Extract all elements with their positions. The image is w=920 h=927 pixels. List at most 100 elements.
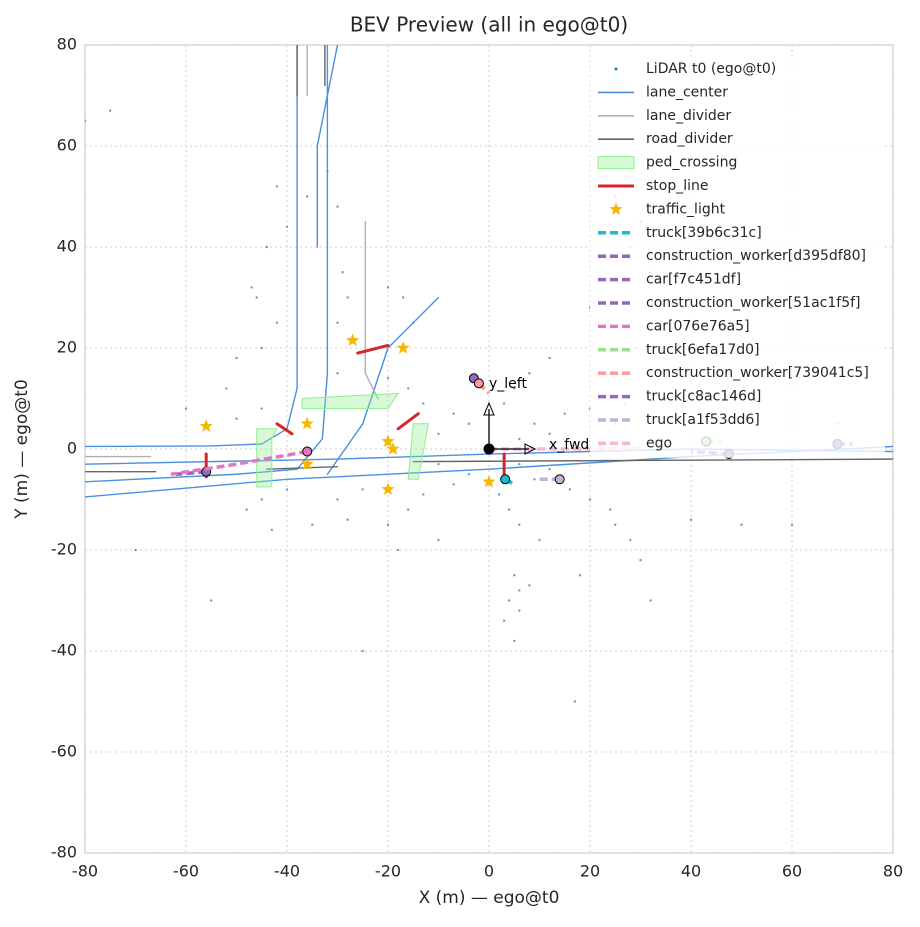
arrow-head bbox=[524, 443, 537, 455]
lidar-point bbox=[548, 468, 551, 471]
lidar-point bbox=[528, 372, 531, 375]
lidar-point bbox=[518, 437, 521, 441]
map-line bbox=[266, 465, 339, 470]
lidar-point bbox=[497, 493, 501, 496]
y-tick-label: 0 bbox=[67, 439, 77, 458]
lidar-point bbox=[245, 508, 248, 511]
y-tick-label: -60 bbox=[51, 742, 77, 761]
lidar-point bbox=[502, 619, 506, 622]
map-line bbox=[412, 458, 893, 463]
legend-marker bbox=[597, 156, 635, 170]
lidar-point bbox=[740, 523, 743, 526]
legend-box bbox=[590, 56, 885, 458]
lidar-point bbox=[502, 402, 506, 405]
lidar-point bbox=[210, 599, 213, 602]
lidar-point bbox=[386, 377, 390, 380]
x-tick-label: 60 bbox=[782, 862, 802, 881]
legend-label: truck[c8ac146d] bbox=[646, 389, 761, 405]
lidar-point bbox=[250, 286, 253, 289]
lidar-point bbox=[513, 639, 516, 643]
legend-label: ego bbox=[646, 435, 672, 451]
annotation: y_left bbox=[489, 376, 527, 392]
lidar-point bbox=[518, 523, 521, 526]
lidar-point bbox=[260, 346, 263, 350]
lidar-point bbox=[311, 523, 314, 526]
y-tick-label: 60 bbox=[57, 136, 77, 155]
map-line bbox=[396, 412, 420, 431]
y-tick-label: 40 bbox=[57, 237, 77, 256]
lidar-point bbox=[513, 574, 516, 577]
lidar-point bbox=[689, 518, 693, 521]
traffic-light bbox=[300, 457, 314, 470]
legend-label: truck[a1f53dd6] bbox=[646, 412, 760, 428]
x-tick-label: 40 bbox=[681, 862, 701, 881]
traffic-light bbox=[396, 341, 410, 354]
legend-label: construction_worker[d395df80] bbox=[646, 248, 866, 264]
agent-position bbox=[473, 378, 484, 389]
traffic-light bbox=[300, 416, 314, 430]
lidar-point bbox=[275, 321, 279, 324]
legend-label: construction_worker[51ac1f5f] bbox=[646, 295, 861, 311]
lidar-point bbox=[361, 649, 364, 653]
y-tick-label: 80 bbox=[57, 35, 77, 54]
legend-marker bbox=[609, 202, 623, 216]
lidar-point bbox=[452, 483, 455, 486]
lidar-point bbox=[518, 589, 521, 592]
traffic-light bbox=[482, 474, 496, 488]
lidar-point bbox=[407, 508, 410, 511]
lidar-point bbox=[109, 109, 112, 112]
legend-marker bbox=[614, 67, 618, 71]
map-line bbox=[316, 45, 339, 248]
lidar-point bbox=[614, 523, 617, 526]
lidar-point bbox=[341, 271, 344, 274]
lidar-point bbox=[533, 478, 536, 481]
y-tick-label: -80 bbox=[51, 843, 77, 862]
traffic-light bbox=[345, 333, 360, 347]
legend-label: LiDAR t0 (ego@t0) bbox=[646, 61, 776, 77]
x-tick-label: 0 bbox=[484, 862, 494, 881]
lidar-point bbox=[285, 225, 289, 228]
agent-position bbox=[302, 446, 313, 457]
lidar-point bbox=[275, 185, 279, 188]
map-line bbox=[85, 45, 329, 483]
lidar-point bbox=[518, 462, 521, 466]
map-line bbox=[356, 343, 390, 355]
lidar-point bbox=[508, 508, 511, 511]
arrow-head bbox=[483, 401, 495, 416]
lidar-point bbox=[649, 599, 652, 602]
lidar-point bbox=[336, 321, 339, 324]
y-tick-label: -20 bbox=[51, 540, 77, 559]
lidar-point bbox=[336, 372, 339, 375]
x-tick-label: 20 bbox=[580, 862, 600, 881]
lidar-point bbox=[533, 422, 536, 425]
lidar-point bbox=[255, 296, 258, 299]
traffic-light bbox=[386, 442, 400, 455]
lidar-point bbox=[422, 402, 425, 405]
grid: -80 -60 -40 -20 0 20 40 60 80 -80 -60 -40 -20 0 20 40 60… bbox=[51, 35, 903, 881]
legend-label: truck[39b6c31c] bbox=[646, 225, 762, 241]
map-line bbox=[275, 422, 294, 436]
lidar-point bbox=[513, 387, 516, 390]
ped-crossing bbox=[301, 392, 400, 410]
lidar-point bbox=[184, 407, 188, 410]
lidar-point bbox=[336, 498, 339, 501]
x-tick-label: -20 bbox=[375, 862, 401, 881]
lidar-point bbox=[538, 538, 541, 542]
ped-crossing bbox=[407, 423, 429, 480]
lidar-point bbox=[437, 432, 440, 436]
y-tick-label: 20 bbox=[57, 338, 77, 357]
lidar-point bbox=[548, 356, 551, 360]
chart-title: BEV Preview (all in ego@t0) bbox=[350, 13, 628, 37]
agent-position bbox=[500, 474, 511, 485]
map-line bbox=[326, 296, 440, 475]
lidar-point bbox=[346, 518, 349, 521]
lidar-point bbox=[336, 205, 339, 208]
legend-label: car[076e76a5] bbox=[646, 318, 750, 334]
lidar-point bbox=[518, 609, 521, 612]
traffic-light bbox=[381, 434, 395, 448]
lidar-point bbox=[573, 700, 577, 703]
x-tick-label: -80 bbox=[72, 862, 98, 881]
lidar-point bbox=[467, 422, 470, 425]
lidar-point bbox=[609, 508, 612, 511]
map-line bbox=[364, 221, 379, 400]
